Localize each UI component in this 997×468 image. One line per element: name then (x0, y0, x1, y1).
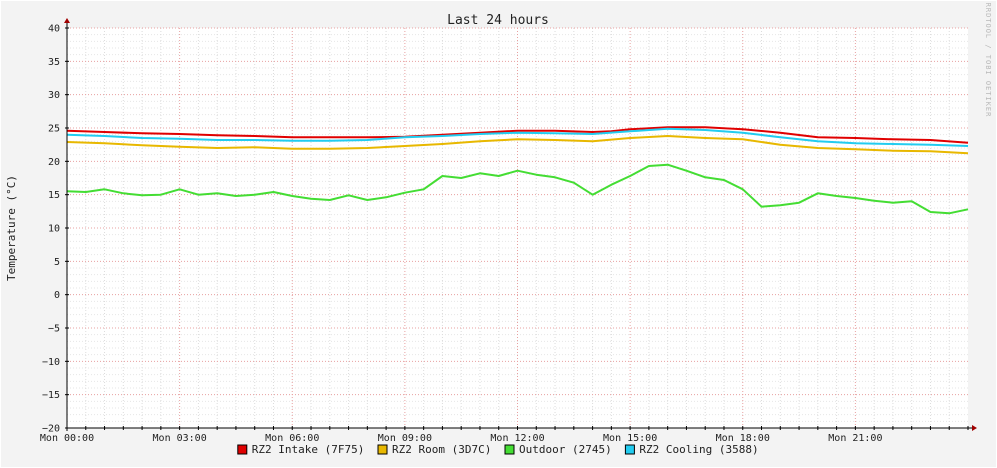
y-tick-label: −15 (42, 390, 60, 401)
watermark-text: RRDTOOL / TOBI OETIKER (984, 3, 992, 118)
series-line-2 (66, 135, 969, 155)
legend-item-1: RZ2 Intake (7F75) (237, 443, 365, 456)
x-tick-labels: Mon 00:00 Mon 03:00 Mon 06:00 Mon 09:00 Mon … (40, 433, 883, 444)
y-tick-label: 30 (48, 90, 60, 101)
series-lines (66, 126, 969, 215)
y-tick-label: −5 (48, 324, 60, 335)
y-tick-label: 15 (48, 190, 60, 201)
legend-label: RZ2 Cooling (3588) (639, 443, 758, 456)
legend-label: RZ2 Room (3D7C) (392, 443, 491, 456)
y-tick-label: 5 (54, 257, 60, 268)
y-axis-title: Temperature (°C) (5, 175, 18, 281)
x-tick-label: Mon 15:00 (603, 433, 657, 444)
y-tick-label: 10 (48, 224, 60, 235)
y-tick-label: 40 (48, 24, 60, 35)
legend-swatch (377, 444, 388, 455)
series-line-3 (66, 163, 969, 215)
series-line-4 (66, 127, 969, 147)
legend-item-3: Outdoor (2745) (504, 443, 612, 456)
y-axis-arrow (64, 18, 70, 23)
series-line-1 (66, 126, 969, 144)
y-tick-label: −10 (42, 357, 60, 368)
x-tick-label: Mon 03:00 (153, 433, 207, 444)
legend-swatch (237, 444, 248, 455)
legend-swatch (624, 444, 635, 455)
chart-title: Last 24 hours (447, 13, 549, 28)
legend-item-2: RZ2 Room (3D7C) (377, 443, 491, 456)
y-tick-label: 35 (48, 57, 60, 68)
x-tick-label: Mon 06:00 (265, 433, 319, 444)
y-tick-label: 20 (48, 157, 60, 168)
legend-label: RZ2 Intake (7F75) (252, 443, 365, 456)
axes (64, 18, 977, 431)
legend-swatch (504, 444, 515, 455)
x-tick-label: Mon 00:00 (40, 433, 94, 444)
y-tick-label: 25 (48, 124, 60, 135)
legend-item-4: RZ2 Cooling (3588) (624, 443, 759, 456)
y-tick-labels: 40 35 30 25 20 15 10 5 0 −5 −10 −15 −20 (42, 24, 60, 435)
legend-label: Outdoor (2745) (519, 443, 612, 456)
x-tick-label: Mon 09:00 (378, 433, 432, 444)
y-tick-label: −20 (42, 424, 60, 435)
y-tick-label: 0 (54, 290, 60, 301)
x-tick-label: Mon 12:00 (490, 433, 544, 444)
x-tick-label: Mon 21:00 (828, 433, 882, 444)
x-tick-label: Mon 18:00 (716, 433, 770, 444)
x-axis-arrow (972, 425, 977, 431)
legend: RZ2 Intake (7F75) RZ2 Room (3D7C) Outdoor … (237, 443, 759, 456)
